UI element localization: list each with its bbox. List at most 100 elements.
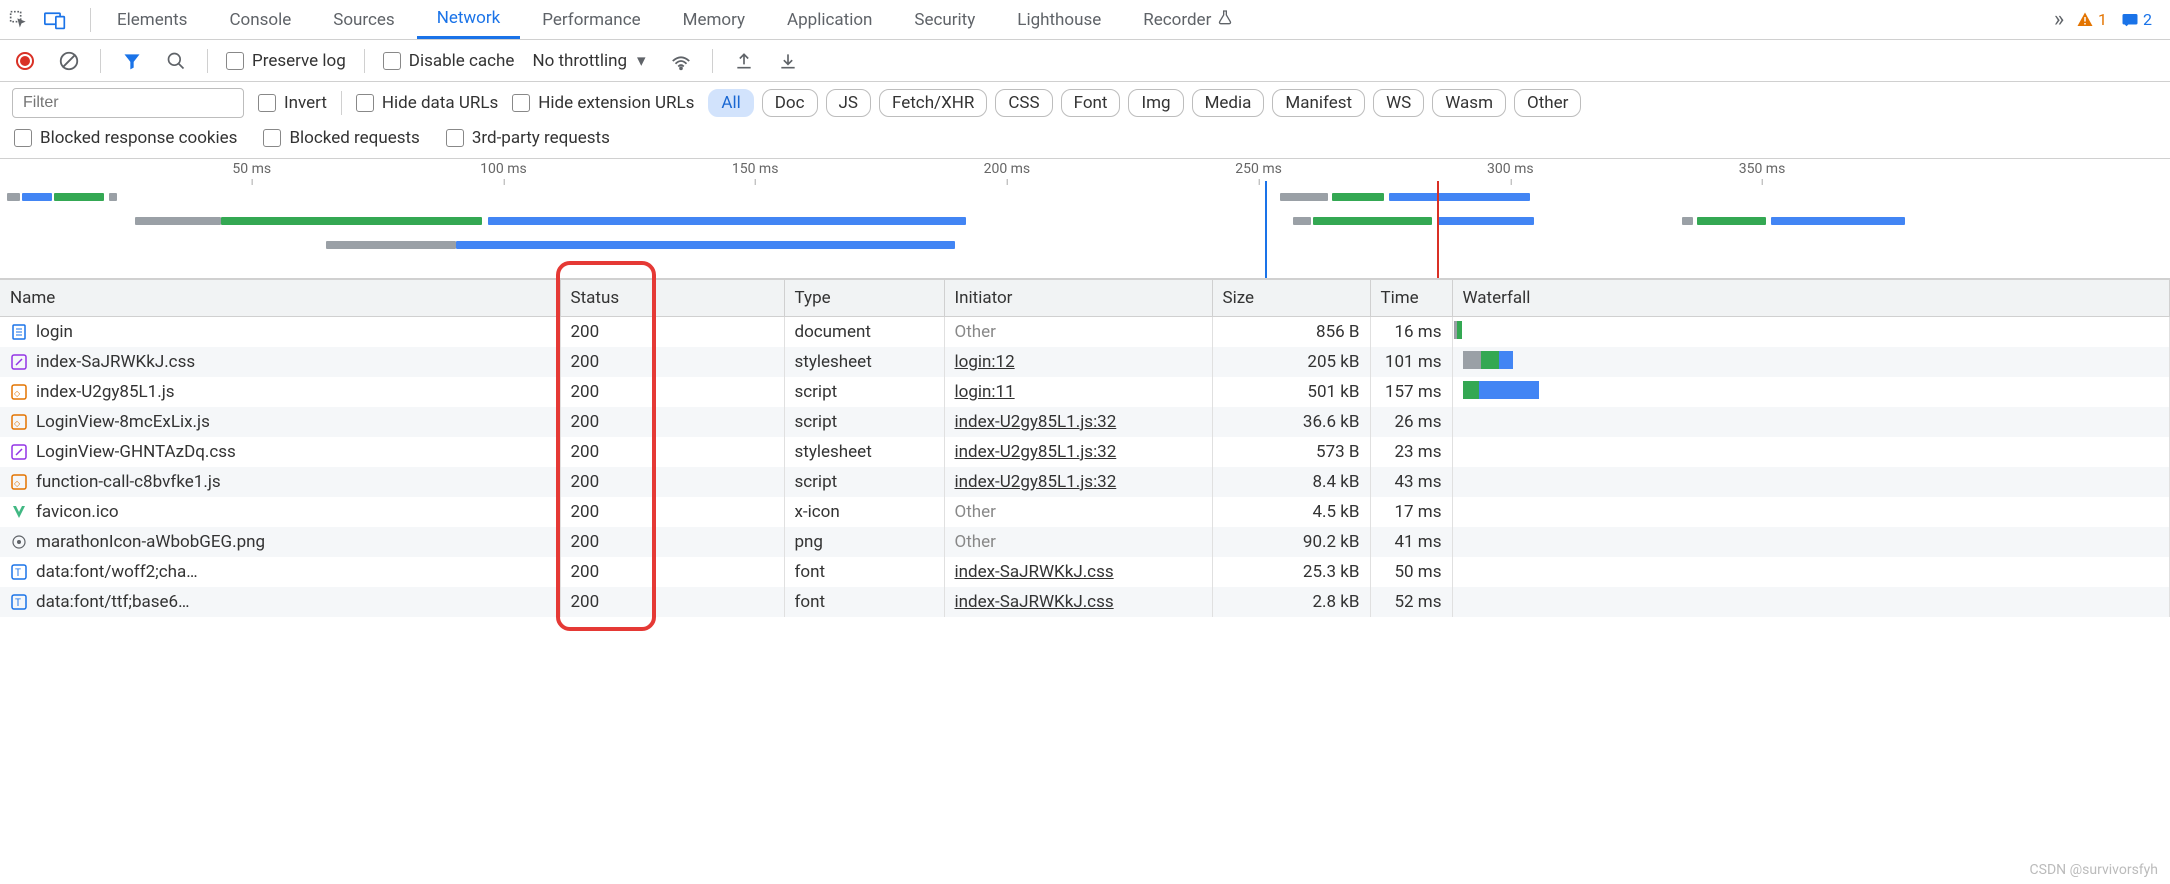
panel-tab-elements[interactable]: Elements — [97, 0, 207, 39]
initiator-cell[interactable]: index-U2gy85L1.js:32 — [944, 437, 1212, 467]
type-pill-fetchxhr[interactable]: Fetch/XHR — [879, 89, 987, 117]
more-tabs-icon[interactable]: » — [2048, 9, 2070, 31]
request-name: marathonIcon-aWbobGEG.png — [36, 532, 265, 552]
panel-tab-memory[interactable]: Memory — [663, 0, 765, 39]
preserve-log-label: Preserve log — [252, 51, 346, 71]
overview-timeline[interactable]: 50 ms100 ms150 ms200 ms250 ms300 ms350 m… — [0, 159, 2170, 279]
blocked-response-cookies-checkbox[interactable]: Blocked response cookies — [14, 128, 237, 148]
time-cell: 23 ms — [1370, 437, 1452, 467]
panel-tab-performance[interactable]: Performance — [522, 0, 660, 39]
type-pill-css[interactable]: CSS — [995, 89, 1052, 117]
throttling-select[interactable]: No throttling ▾ — [532, 51, 649, 71]
col-header-status[interactable]: Status — [560, 280, 784, 317]
initiator-cell[interactable]: login:12 — [944, 347, 1212, 377]
panel-tab-network[interactable]: Network — [417, 0, 521, 39]
request-name: index-SaJRWKkJ.css — [36, 352, 195, 372]
panel-tab-security[interactable]: Security — [894, 0, 995, 39]
col-header-time[interactable]: Time — [1370, 280, 1452, 317]
status-cell: 200 — [560, 437, 784, 467]
search-icon[interactable] — [163, 48, 189, 74]
table-header-row: Name Status Type Initiator Size Time Wat… — [0, 280, 2170, 317]
waterfall-cell — [1452, 557, 2170, 587]
inspect-icon[interactable] — [8, 9, 30, 31]
type-pill-js[interactable]: JS — [826, 89, 871, 117]
size-cell: 25.3 kB — [1212, 557, 1370, 587]
initiator-cell[interactable]: index-U2gy85L1.js:32 — [944, 467, 1212, 497]
filter-input[interactable] — [12, 88, 244, 118]
status-cell: 200 — [560, 527, 784, 557]
table-row[interactable]: index-SaJRWKkJ.css200stylesheetlogin:122… — [0, 347, 2170, 377]
table-row[interactable]: Tdata:font/ttf;base6… 200fontindex-SaJRWK… — [0, 587, 2170, 617]
request-name: data:font/ttf;base6… — [36, 592, 189, 612]
file-type-icon: T — [10, 563, 28, 581]
col-header-name[interactable]: Name — [0, 280, 560, 317]
col-header-size[interactable]: Size — [1212, 280, 1370, 317]
type-pill-img[interactable]: Img — [1128, 89, 1183, 117]
panel-tab-sources[interactable]: Sources — [313, 0, 414, 39]
waterfall-cell — [1452, 587, 2170, 617]
timeline-row — [0, 187, 2170, 207]
panel-tab-lighthouse[interactable]: Lighthouse — [997, 0, 1121, 39]
panel-tab-recorder[interactable]: Recorder — [1123, 0, 1253, 39]
type-pill-font[interactable]: Font — [1061, 89, 1121, 117]
panel-tab-console[interactable]: Console — [209, 0, 311, 39]
type-pill-wasm[interactable]: Wasm — [1432, 89, 1506, 117]
timeline-marker — [1265, 181, 1267, 278]
status-cell: 200 — [560, 587, 784, 617]
type-pill-manifest[interactable]: Manifest — [1272, 89, 1365, 117]
time-cell: 26 ms — [1370, 407, 1452, 437]
upload-har-icon[interactable] — [731, 48, 757, 74]
filter-toggle-icon[interactable] — [119, 48, 145, 74]
col-header-type[interactable]: Type — [784, 280, 944, 317]
third-party-checkbox[interactable]: 3rd-party requests — [446, 128, 610, 148]
table-row[interactable]: ◇function-call-c8bvfke1.js200scriptindex… — [0, 467, 2170, 497]
disable-cache-checkbox[interactable]: Disable cache — [383, 51, 515, 71]
initiator-cell[interactable]: login:11 — [944, 377, 1212, 407]
initiator-cell[interactable]: index-U2gy85L1.js:32 — [944, 407, 1212, 437]
network-conditions-icon[interactable] — [668, 48, 694, 74]
filter-bar-row2: Blocked response cookies Blocked request… — [0, 124, 2170, 159]
preserve-log-checkbox[interactable]: Preserve log — [226, 51, 346, 71]
warnings-badge[interactable]: 1 — [2076, 10, 2107, 29]
timeline-tick: 100 ms — [480, 161, 527, 177]
initiator-cell[interactable]: index-SaJRWKkJ.css — [944, 557, 1212, 587]
file-type-icon: T — [10, 593, 28, 611]
file-type-icon — [10, 533, 28, 551]
requests-table: Name Status Type Initiator Size Time Wat… — [0, 279, 2170, 617]
waterfall-cell — [1452, 317, 2170, 348]
col-header-initiator[interactable]: Initiator — [944, 280, 1212, 317]
type-cell: font — [784, 587, 944, 617]
device-toggle-icon[interactable] — [44, 9, 66, 31]
timeline-tick: 350 ms — [1739, 161, 1786, 177]
initiator-cell: Other — [944, 317, 1212, 348]
table-row[interactable]: Tdata:font/woff2;cha…200fontindex-SaJRWK… — [0, 557, 2170, 587]
table-row[interactable]: ◇LoginView-8mcExLix.js200scriptindex-U2g… — [0, 407, 2170, 437]
hide-ext-urls-checkbox[interactable]: Hide extension URLs — [512, 93, 694, 113]
type-pill-all[interactable]: All — [708, 89, 753, 117]
col-header-waterfall[interactable]: Waterfall — [1452, 280, 2170, 317]
record-button[interactable] — [12, 48, 38, 74]
type-pill-ws[interactable]: WS — [1373, 89, 1424, 117]
table-row[interactable]: ◇index-U2gy85L1.js200scriptlogin:11501 k… — [0, 377, 2170, 407]
download-har-icon[interactable] — [775, 48, 801, 74]
panel-tab-application[interactable]: Application — [767, 0, 892, 39]
timeline-tick: 200 ms — [984, 161, 1031, 177]
clear-button[interactable] — [56, 48, 82, 74]
request-name: LoginView-8mcExLix.js — [36, 412, 210, 432]
type-pill-media[interactable]: Media — [1192, 89, 1265, 117]
blocked-requests-checkbox[interactable]: Blocked requests — [263, 128, 419, 148]
table-row[interactable]: LoginView-GHNTAzDq.css200stylesheetindex… — [0, 437, 2170, 467]
messages-badge[interactable]: 2 — [2121, 10, 2152, 29]
hide-data-urls-checkbox[interactable]: Hide data URLs — [356, 93, 498, 113]
invert-checkbox[interactable]: Invert — [258, 93, 327, 113]
request-name: function-call-c8bvfke1.js — [36, 472, 221, 492]
size-cell: 856 B — [1212, 317, 1370, 348]
table-row[interactable]: favicon.ico200x-iconOther4.5 kB17 ms — [0, 497, 2170, 527]
table-row[interactable]: marathonIcon-aWbobGEG.png200pngOther90.2… — [0, 527, 2170, 557]
type-pill-doc[interactable]: Doc — [762, 89, 818, 117]
type-pill-other[interactable]: Other — [1514, 89, 1581, 117]
messages-count: 2 — [2143, 10, 2152, 29]
type-cell: stylesheet — [784, 347, 944, 377]
table-row[interactable]: login200documentOther856 B16 ms — [0, 317, 2170, 348]
initiator-cell[interactable]: index-SaJRWKkJ.css — [944, 587, 1212, 617]
